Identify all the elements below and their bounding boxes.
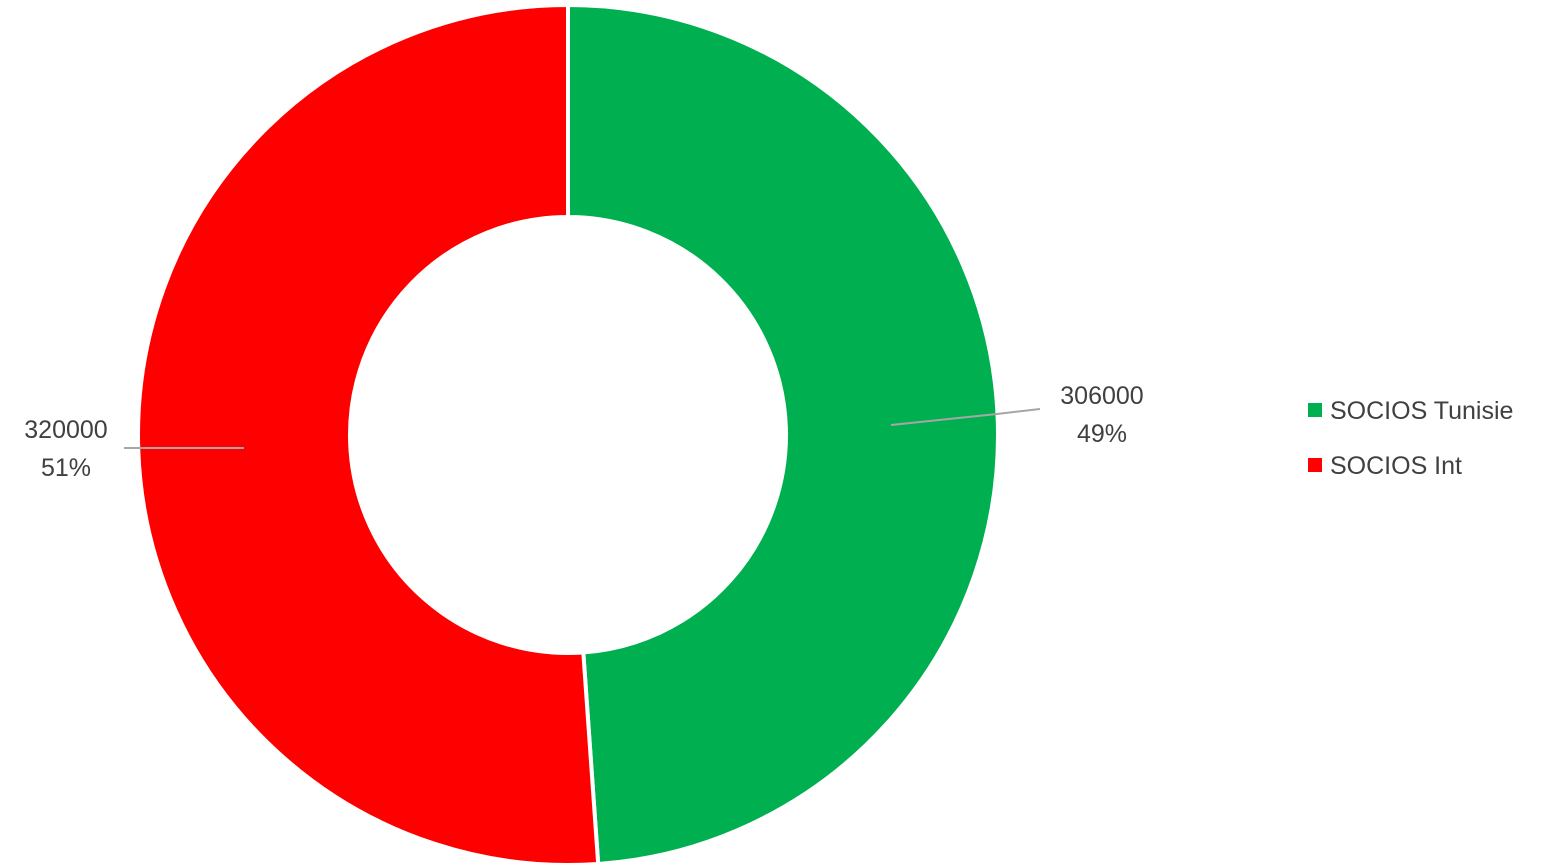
legend-label: SOCIOS Tunisie xyxy=(1330,397,1513,425)
legend-swatch xyxy=(1308,403,1322,417)
data-label-percent: 49% xyxy=(1077,420,1127,448)
donut-slice-socios-int xyxy=(136,2,601,865)
legend-item: SOCIOS Int xyxy=(1308,452,1462,480)
data-labels: 306000 49% 320000 51% xyxy=(24,382,1143,482)
donut-slice-socios-tunisie xyxy=(566,2,1000,865)
legend: SOCIOS Tunisie SOCIOS Int xyxy=(1308,397,1513,480)
donut-slices xyxy=(136,2,1000,865)
data-label-value: 320000 xyxy=(24,416,107,444)
data-label-percent: 51% xyxy=(41,454,91,482)
legend-swatch xyxy=(1308,458,1322,472)
leader-line-socios-tunisie xyxy=(890,408,1041,426)
legend-label: SOCIOS Int xyxy=(1330,452,1462,480)
data-label-value: 306000 xyxy=(1060,382,1143,410)
label-leader-lines xyxy=(124,408,1041,449)
legend-item: SOCIOS Tunisie xyxy=(1308,397,1513,425)
